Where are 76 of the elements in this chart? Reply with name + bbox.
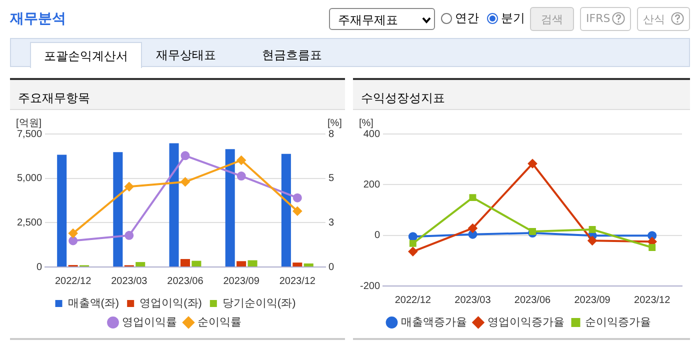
y2-axis-title: [%]	[327, 118, 342, 129]
x-tick-label: 2023/09	[223, 276, 260, 287]
y2-tick-label: 3	[328, 217, 334, 228]
y-tick-label: 400	[363, 128, 380, 140]
legend-label: 당기순이익(좌)	[222, 298, 296, 310]
chart-title: 수익성장성지표	[353, 80, 690, 110]
y-tick-label: -200	[360, 280, 380, 292]
y-tick-label: 7,500	[16, 128, 42, 140]
point	[180, 151, 190, 160]
text: 재무분석	[10, 10, 66, 28]
bar	[304, 263, 314, 266]
y-axis-title: [%]	[359, 118, 374, 129]
point	[180, 177, 190, 186]
text: 산식	[637, 7, 690, 31]
x-tick-label: 2022/12	[54, 276, 92, 287]
point	[292, 206, 302, 216]
y-tick-label: 0	[374, 230, 380, 242]
point	[529, 228, 536, 236]
bar	[225, 149, 235, 266]
point	[468, 224, 478, 233]
bar	[292, 262, 302, 266]
x-tick-label: 2023/09	[574, 294, 611, 306]
bar	[281, 154, 291, 266]
point	[469, 194, 476, 202]
legend-label: 영업이익증가율	[487, 316, 564, 329]
bar	[57, 154, 67, 266]
point	[236, 156, 246, 165]
chart-title: 주요재무항목	[10, 80, 345, 110]
bar	[136, 262, 146, 266]
text: 포괄손익계산서	[30, 42, 142, 68]
text: 현금흐름표	[262, 47, 322, 64]
bar	[236, 261, 246, 266]
bar	[248, 260, 258, 266]
point	[124, 182, 134, 192]
point	[408, 247, 418, 256]
point	[648, 244, 656, 251]
y2-tick-label: 0	[328, 262, 334, 273]
y-axis-title: [억원]	[16, 118, 42, 129]
point	[236, 172, 246, 181]
bar	[113, 152, 123, 266]
x-tick-label: 2023/06	[514, 294, 552, 306]
y-tick-label: 0	[36, 262, 42, 273]
legend-label: 영업이익률	[122, 316, 177, 329]
y2-tick-label: 5	[328, 173, 334, 184]
point	[124, 230, 134, 240]
text: 연간	[455, 10, 479, 27]
y2-tick-label: 8	[328, 128, 334, 140]
y-tick-label: 5,000	[16, 173, 42, 184]
legend-label: 영업이익(좌)	[140, 298, 202, 310]
legend-label: 순이익률	[198, 316, 242, 329]
x-tick-label: 2023/06	[167, 276, 204, 287]
point	[68, 236, 78, 246]
point	[588, 236, 597, 246]
bar	[169, 143, 179, 266]
text: IFRS	[580, 7, 631, 31]
y-tick-label: 2,500	[16, 217, 42, 228]
legend-label: 순이익증가율	[584, 316, 651, 329]
y-tick-label: 200	[363, 179, 380, 190]
point	[292, 193, 302, 202]
legend-label: 매출액증가율	[400, 316, 467, 329]
x-tick-label: 2023/03	[454, 294, 492, 306]
text: 분기	[501, 10, 525, 27]
legend-label: 매출액(좌)	[68, 298, 120, 310]
point	[68, 228, 78, 238]
bar	[180, 259, 190, 266]
x-tick-label: 2023/03	[111, 276, 148, 287]
x-tick-label: 2023/12	[279, 276, 316, 287]
text: 주재무제표	[329, 8, 435, 30]
point	[409, 240, 416, 247]
point	[528, 159, 538, 168]
bar	[192, 260, 202, 266]
point	[588, 226, 596, 233]
x-tick-label: 2023/12	[634, 294, 671, 306]
text: 검색	[530, 7, 574, 31]
text: 재무상태표	[156, 47, 216, 64]
x-tick-label: 2022/12	[394, 294, 432, 306]
